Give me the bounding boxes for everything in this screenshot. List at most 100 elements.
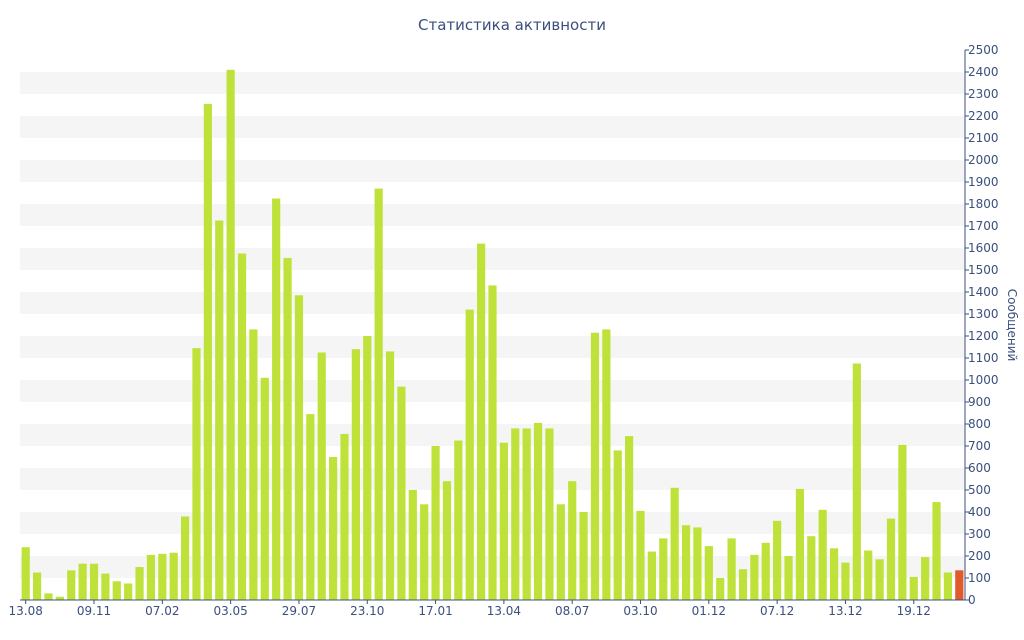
bar[interactable]: [602, 329, 611, 600]
bar[interactable]: [761, 542, 770, 600]
bar[interactable]: [55, 596, 64, 600]
bar[interactable]: [579, 512, 588, 600]
bar[interactable]: [795, 488, 805, 600]
bar[interactable]: [659, 538, 668, 600]
bar[interactable]: [864, 550, 873, 601]
bar[interactable]: [420, 504, 429, 600]
bar[interactable]: [465, 309, 474, 600]
bar[interactable]: [260, 377, 269, 600]
bar[interactable]: [921, 557, 930, 600]
bar[interactable]: [568, 481, 577, 600]
y-tick-label: 2200: [968, 109, 999, 123]
bar[interactable]: [89, 563, 99, 600]
bar[interactable]: [852, 363, 861, 601]
bar[interactable]: [408, 490, 417, 600]
bar[interactable]: [784, 556, 793, 600]
bar[interactable]: [351, 349, 360, 600]
y-tick-label: 2000: [968, 153, 999, 167]
bar[interactable]: [499, 442, 508, 600]
bar[interactable]: [215, 220, 224, 601]
bar[interactable]: [454, 440, 463, 601]
bar[interactable]: [32, 572, 42, 601]
bar[interactable]: [829, 548, 839, 600]
bar[interactable]: [841, 562, 850, 600]
bar[interactable]: [329, 457, 338, 600]
bar[interactable]: [477, 243, 486, 600]
y-tick-label: 200: [968, 549, 991, 563]
bar[interactable]: [124, 583, 133, 601]
bar[interactable]: [67, 570, 76, 600]
bar[interactable]: [613, 450, 622, 600]
bar[interactable]: [716, 578, 725, 600]
bar[interactable]: [943, 572, 953, 601]
bar[interactable]: [340, 433, 349, 600]
bar[interactable]: [693, 527, 702, 600]
y-axis-label: Сообщений: [1005, 289, 1019, 362]
bar[interactable]: [681, 525, 691, 600]
bar[interactable]: [146, 554, 156, 600]
y-tick-label: 600: [968, 461, 991, 475]
bar[interactable]: [294, 295, 304, 600]
bar[interactable]: [158, 553, 167, 600]
bar[interactable]: [556, 504, 565, 600]
bar[interactable]: [385, 351, 395, 600]
x-tick-label: 29.07: [282, 604, 316, 618]
bar-current[interactable]: [955, 570, 964, 600]
bar[interactable]: [522, 428, 531, 600]
bar[interactable]: [101, 573, 110, 600]
bar[interactable]: [374, 188, 383, 600]
y-tick-label: 1300: [968, 307, 999, 321]
bar[interactable]: [180, 516, 190, 600]
bar[interactable]: [488, 285, 497, 600]
bar[interactable]: [750, 554, 759, 600]
y-axis: 0 100 200 300 400 500 600 700 800 900 1000 1100 1200…: [964, 43, 999, 607]
bar[interactable]: [727, 538, 736, 600]
bar[interactable]: [704, 546, 713, 600]
bar[interactable]: [431, 446, 440, 600]
bar[interactable]: [44, 593, 53, 600]
bar[interactable]: [135, 567, 144, 600]
bar[interactable]: [898, 444, 907, 600]
y-tick-label: 1200: [968, 329, 999, 343]
bar[interactable]: [875, 559, 884, 600]
bar[interactable]: [545, 428, 554, 600]
bar[interactable]: [237, 253, 247, 601]
bar[interactable]: [636, 510, 645, 600]
bar[interactable]: [78, 563, 87, 600]
bar[interactable]: [397, 386, 406, 600]
bar[interactable]: [647, 551, 656, 600]
bar[interactable]: [590, 332, 600, 600]
bar[interactable]: [533, 422, 543, 600]
bar[interactable]: [773, 520, 782, 600]
bar[interactable]: [886, 518, 896, 600]
bar[interactable]: [283, 257, 292, 600]
bar[interactable]: [272, 198, 281, 601]
bars: [21, 69, 964, 601]
bar[interactable]: [306, 414, 315, 600]
bar[interactable]: [511, 428, 520, 600]
chart-title: Статистика активности: [418, 16, 606, 34]
bar[interactable]: [818, 509, 827, 600]
bar[interactable]: [203, 103, 212, 601]
grid-band: [20, 204, 965, 226]
bar[interactable]: [909, 576, 918, 600]
bar[interactable]: [169, 552, 178, 600]
bar[interactable]: [807, 536, 816, 600]
bar[interactable]: [738, 569, 748, 600]
y-tick-label: 2400: [968, 65, 999, 79]
y-tick-label: 800: [968, 417, 991, 431]
bar[interactable]: [363, 336, 372, 600]
bar[interactable]: [192, 348, 201, 600]
bar[interactable]: [249, 329, 258, 600]
bar[interactable]: [317, 352, 326, 601]
bar[interactable]: [670, 487, 679, 600]
x-axis: 13.08 09.11 07.02 03.05 29.07 23.10 17.01 13.04…: [9, 599, 965, 618]
bar[interactable]: [21, 547, 30, 600]
x-tick-label: 13.08: [9, 604, 43, 618]
bar[interactable]: [442, 481, 452, 600]
bar[interactable]: [112, 581, 121, 600]
bar[interactable]: [932, 502, 941, 600]
bar[interactable]: [226, 69, 235, 601]
bar[interactable]: [625, 436, 634, 600]
